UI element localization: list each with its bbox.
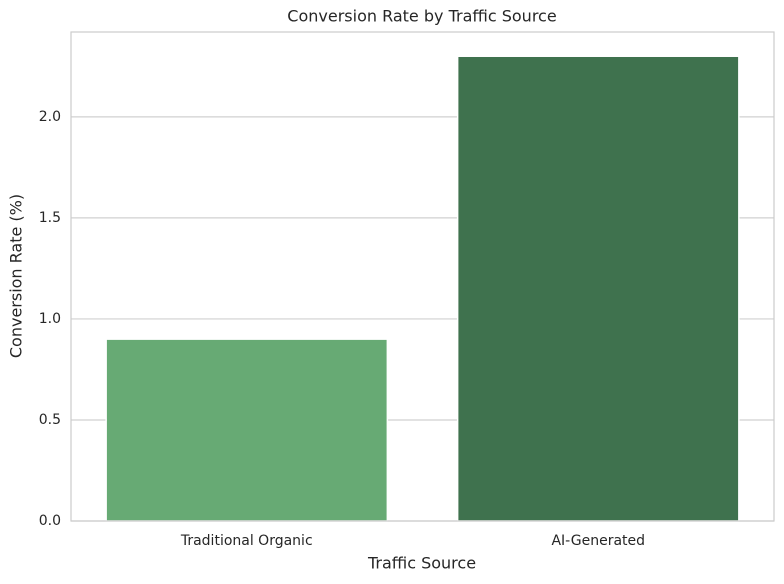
x-axis-label: Traffic Source [367, 554, 476, 573]
x-tick-label: AI-Generated [551, 533, 645, 549]
chart-title: Conversion Rate by Traffic Source [287, 7, 556, 26]
x-tick-label: Traditional Organic [180, 533, 313, 549]
y-tick-label: 0.5 [39, 412, 61, 428]
plot-frame [70, 31, 775, 522]
y-tick-label: 0.0 [39, 513, 61, 529]
y-tick-label: 2.0 [39, 109, 61, 125]
y-axis-label: Conversion Rate (%) [7, 194, 26, 358]
y-tick-label: 1.0 [39, 311, 61, 327]
y-tick-label: 1.5 [39, 210, 61, 226]
bar [105, 338, 389, 522]
bar [456, 55, 740, 522]
